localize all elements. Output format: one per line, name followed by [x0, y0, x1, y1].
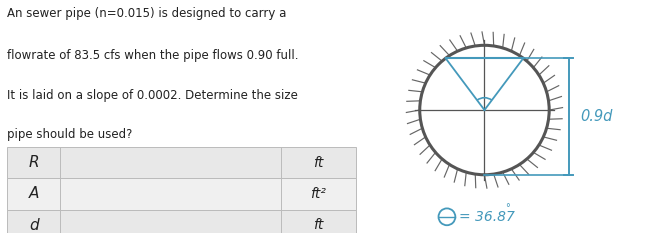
Text: An sewer pipe (n=0.015) is designed to carry a: An sewer pipe (n=0.015) is designed to c…	[8, 7, 287, 20]
Text: ft: ft	[313, 155, 324, 170]
Text: °: °	[505, 203, 510, 213]
Text: It is laid on a slope of 0.0002. Determine the size: It is laid on a slope of 0.0002. Determi…	[8, 89, 298, 102]
Text: A: A	[28, 186, 39, 202]
Bar	[8, 178, 356, 210]
Text: ft: ft	[313, 218, 324, 233]
Text: R: R	[28, 155, 39, 170]
Text: = 36.87: = 36.87	[459, 210, 514, 224]
Text: pipe should be used?: pipe should be used?	[8, 128, 133, 141]
Text: d: d	[29, 218, 39, 233]
Text: ft²: ft²	[311, 187, 326, 201]
Bar	[8, 147, 356, 178]
Bar	[8, 210, 356, 233]
Text: 0.9d: 0.9d	[580, 109, 612, 124]
Text: flowrate of 83.5 cfs when the pipe flows 0.90 full.: flowrate of 83.5 cfs when the pipe flows…	[8, 49, 299, 62]
